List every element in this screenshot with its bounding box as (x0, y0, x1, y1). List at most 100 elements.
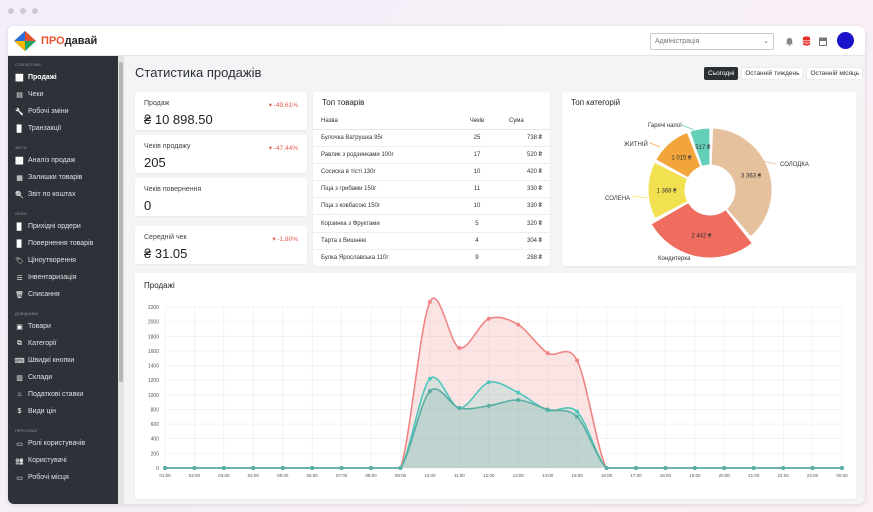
sales-area-chart: 0 200 400 600 800 1000 1200 1400 1600 1800 2000 220… (148, 297, 848, 478)
sidebar-item[interactable]: 🔍 Звіт по коштах (8, 186, 118, 203)
data-point[interactable] (457, 345, 462, 350)
x-tick-label: 15:00 (571, 473, 583, 478)
sidebar-scrollbar-thumb[interactable] (119, 62, 123, 382)
role-select[interactable]: Адміністрація ⌄ (650, 33, 774, 50)
avatar[interactable] (837, 32, 854, 49)
data-point[interactable] (427, 376, 432, 381)
window-close-dot[interactable] (8, 8, 14, 14)
data-point[interactable] (545, 351, 550, 356)
sidebar-item[interactable]: ☰ Інвентаризація (8, 269, 118, 286)
data-point[interactable] (192, 466, 197, 470)
data-point[interactable] (663, 466, 668, 470)
data-point[interactable] (427, 299, 432, 304)
column-header-checks[interactable]: Чеків (452, 114, 502, 130)
slice-value-label: 517 ₴ (695, 145, 711, 151)
bell-icon[interactable] (784, 36, 794, 46)
sidebar-item-label: Робочі місця (28, 474, 69, 481)
sidebar-item[interactable]: ▥ Склади (8, 369, 118, 386)
window-minimize-dot[interactable] (20, 8, 26, 14)
sidebar-item[interactable]: ⌂ Податкові ставки (8, 386, 118, 403)
pie-slice[interactable] (650, 201, 754, 259)
period-tab[interactable]: Сьогодні (704, 67, 739, 80)
sidebar-item[interactable]: ▉ Прихідні ордери (8, 218, 118, 235)
column-header-name[interactable]: Назва (313, 114, 453, 130)
data-point[interactable] (516, 322, 521, 327)
sidebar-item[interactable]: 👥 Користувачі (8, 452, 118, 469)
data-point[interactable] (840, 466, 844, 470)
x-tick-label: 17:00 (630, 473, 642, 478)
logo[interactable]: ПРОдавай (14, 31, 97, 51)
data-point[interactable] (251, 466, 256, 470)
sidebar-item[interactable]: $ Види цін (8, 403, 118, 420)
table-row[interactable]: Булка Ярославська 110г 9 288 ₴ (313, 249, 550, 268)
sidebar-item[interactable]: ▦ Залишки товарів (8, 169, 118, 186)
data-point[interactable] (545, 407, 550, 412)
data-point[interactable] (604, 466, 609, 470)
database-icon[interactable] (801, 36, 811, 46)
data-point[interactable] (486, 316, 491, 321)
period-tab[interactable]: Останній тиждень (741, 67, 804, 80)
data-point[interactable] (722, 466, 727, 470)
data-point[interactable] (369, 466, 374, 470)
data-point[interactable] (751, 466, 756, 470)
window-maximize-dot[interactable] (32, 8, 38, 14)
cell-sum: 304 ₴ (501, 232, 550, 250)
data-point[interactable] (516, 390, 521, 395)
sidebar-item-label: Транзакції (28, 125, 62, 132)
sidebar-item[interactable]: ▤ Чеки (8, 86, 118, 103)
data-point[interactable] (339, 466, 344, 470)
table-row[interactable]: Булочка Ватрушка 95г 25 738 ₴ (313, 129, 550, 147)
pie-slice[interactable] (655, 131, 702, 179)
table-row[interactable]: Піца з ковбасою 150г 10 330 ₴ (313, 197, 550, 216)
data-point[interactable] (692, 466, 697, 470)
cell-checks: 10 (452, 163, 502, 182)
data-point[interactable] (810, 466, 815, 470)
sidebar-item[interactable]: ▉ Повернення товарів (8, 235, 118, 252)
data-point[interactable] (427, 389, 432, 394)
sidebar-item[interactable]: 📈 Аналіз продаж (8, 152, 118, 169)
box-icon: ▣ (16, 323, 23, 331)
store-icon[interactable] (818, 36, 828, 46)
sidebar-item[interactable]: ▭ Ролі користувачів (8, 435, 118, 452)
data-point[interactable] (280, 466, 285, 470)
data-point[interactable] (221, 466, 226, 470)
slice-leader-line (757, 159, 777, 165)
sidebar-item[interactable]: ▭ Робочі місця (8, 469, 118, 486)
data-point[interactable] (781, 466, 786, 470)
data-point[interactable] (633, 466, 638, 470)
data-point[interactable] (575, 409, 580, 414)
data-point[interactable] (398, 466, 403, 470)
y-tick-label: 1600 (148, 349, 159, 355)
table-row[interactable]: Корзинка з Фруктами 5 320 ₴ (313, 214, 550, 233)
table-row[interactable]: Піца з грибами 150г 11 330 ₴ (313, 180, 550, 199)
sidebar-section-title: Звіти (15, 145, 27, 150)
sidebar-item[interactable]: ▉ Транзакції (8, 120, 118, 137)
sidebar-item-label: Інвентаризація (28, 274, 77, 281)
table-row[interactable]: Равлик з родзинками 100г 17 520 ₴ (313, 146, 550, 164)
data-point[interactable] (310, 466, 315, 470)
data-point[interactable] (163, 466, 167, 470)
sidebar-item[interactable]: ▣ Товари (8, 318, 118, 335)
sidebar-item[interactable]: 🗑 Списання (8, 286, 118, 303)
card-title: Продажі (144, 281, 175, 290)
pie-slice[interactable] (710, 127, 773, 238)
sidebar-item[interactable]: 🔧 Робочі зміни (8, 103, 118, 120)
period-tab[interactable]: Останній місяць (806, 67, 864, 80)
sidebar-scrollbar[interactable] (118, 56, 124, 504)
data-point[interactable] (575, 358, 580, 363)
y-tick-label: 800 (151, 407, 160, 413)
data-point[interactable] (486, 403, 491, 408)
data-point[interactable] (457, 405, 462, 410)
data-point[interactable] (575, 414, 580, 419)
pie-slice[interactable] (647, 161, 689, 220)
sidebar-item[interactable]: ⌨ Швидкі кнопки (8, 352, 118, 369)
table-row[interactable]: Тарта з Вишнею 4 304 ₴ (313, 232, 550, 250)
data-point[interactable] (516, 397, 521, 402)
sidebar-item[interactable]: ⧉ Категорії (8, 335, 118, 352)
table-row[interactable]: Сосиска в тісті 130г 10 420 ₴ (313, 163, 550, 182)
data-point[interactable] (486, 380, 491, 385)
column-header-sum[interactable]: Сума (501, 114, 550, 130)
sidebar-item[interactable]: 🏷 Ціноутворення (8, 252, 118, 269)
pie-slice[interactable] (689, 127, 711, 167)
sidebar-item[interactable]: 📈 Продажі (8, 69, 118, 86)
